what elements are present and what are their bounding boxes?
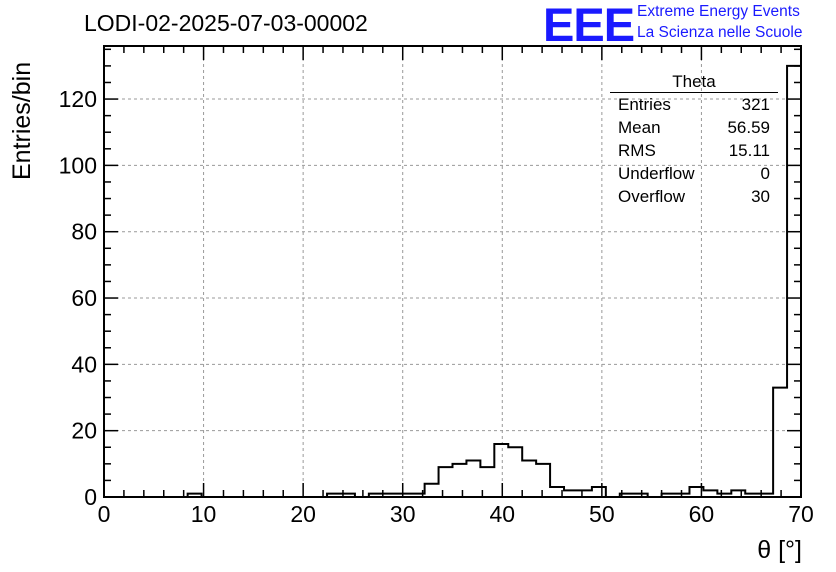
y-tick-label: 60 — [71, 285, 97, 311]
x-axis-label: θ [°] — [757, 536, 802, 564]
stats-value: 0 — [760, 164, 770, 183]
stats-label: Overflow — [618, 187, 686, 206]
x-tick-label: 10 — [191, 501, 217, 527]
x-tick-label: 70 — [788, 501, 814, 527]
x-tick-label: 0 — [98, 501, 111, 527]
stats-row-rms: RMS 15.11 — [610, 139, 778, 162]
plot-title: LODI-02-2025-07-03-00002 — [84, 10, 368, 36]
stats-row-underflow: Underflow 0 — [610, 162, 778, 185]
stats-value: 56.59 — [727, 118, 770, 137]
stats-row-overflow: Overflow 30 — [610, 185, 778, 208]
stats-value: 30 — [751, 187, 770, 206]
y-tick-label: 40 — [71, 351, 97, 377]
grid-lines — [104, 46, 801, 497]
brand-line-1: Extreme Energy Events — [637, 3, 800, 20]
y-tick-label: 80 — [71, 219, 97, 245]
x-tick-label: 40 — [489, 501, 515, 527]
y-tick-label: 120 — [59, 86, 97, 112]
x-tick-label: 30 — [390, 501, 416, 527]
brand-line-2: La Scienza nelle Scuole — [637, 24, 803, 41]
stats-label: Mean — [618, 118, 661, 137]
stats-label: RMS — [618, 141, 656, 160]
x-tick-label: 50 — [589, 501, 615, 527]
x-tick-label: 20 — [290, 501, 316, 527]
stats-row-mean: Mean 56.59 — [610, 116, 778, 139]
y-tick-label: 100 — [59, 152, 97, 178]
x-tick-label: 60 — [689, 501, 715, 527]
stats-box: Theta Entries 321 Mean 56.59 RMS 15.11 Unde… — [610, 72, 778, 208]
y-tick-label: 0 — [84, 484, 97, 510]
eee-logo: EEE — [543, 0, 635, 51]
stats-row-entries: Entries 321 — [610, 93, 778, 116]
stats-label: Entries — [618, 95, 671, 114]
stats-value: 321 — [741, 95, 770, 114]
y-tick-label: 20 — [71, 418, 97, 444]
tick-labels: 0 10 20 30 40 50 60 70 0 20 40 60 80 100 120 — [59, 86, 814, 527]
plot-frame — [103, 45, 802, 498]
y-axis-label: Entries/bin — [8, 61, 36, 180]
stats-label: Underflow — [618, 164, 695, 183]
stats-title: Theta — [610, 72, 778, 93]
stats-value: 15.11 — [728, 141, 770, 160]
